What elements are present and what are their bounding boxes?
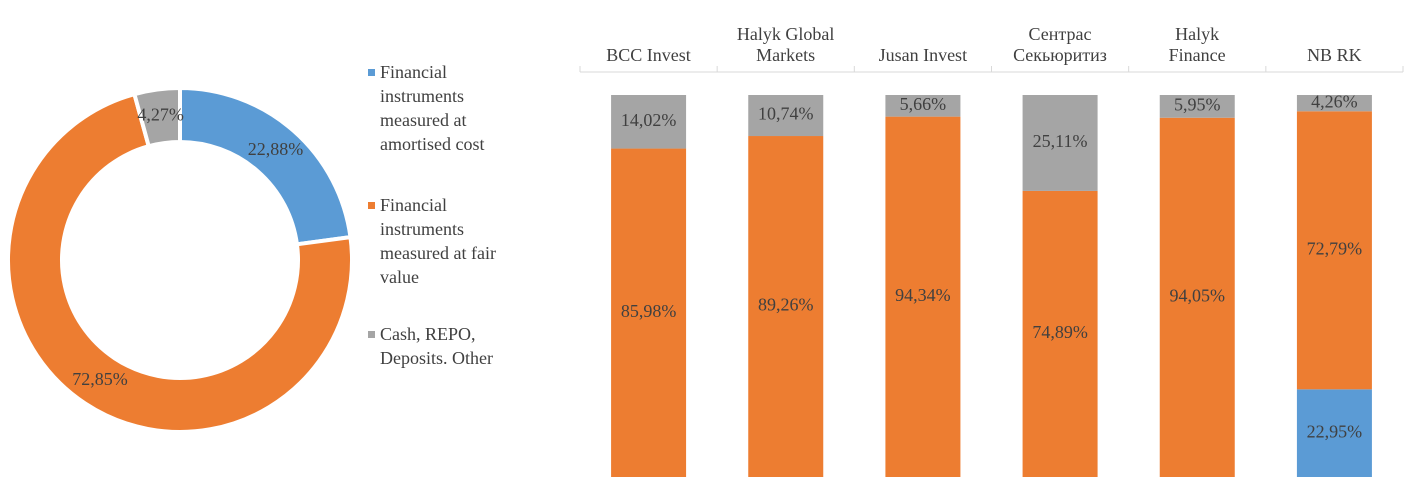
legend-swatch: [368, 331, 375, 338]
bar-segment: [611, 148, 687, 477]
x-tick-label: NB RK: [1307, 45, 1362, 65]
legend-entry: Cash, REPO, Deposits. Other: [368, 322, 530, 370]
data-label: 72,85%: [72, 369, 128, 389]
x-tick-label: Halyk Global Markets: [736, 24, 835, 65]
legend-entry: Financial instruments measured at fair v…: [368, 193, 530, 289]
bar-segment: [1022, 190, 1098, 477]
data-label: 85,98%: [621, 301, 677, 321]
bar-segment: [748, 136, 824, 477]
bar-segment: [885, 95, 961, 117]
donut-slice: [178, 85, 353, 247]
x-tick-label: BCC Invest: [606, 45, 691, 65]
data-label: 10,74%: [758, 104, 814, 124]
x-tick-label: Halyk Finance: [1168, 24, 1226, 65]
data-label: 22,88%: [248, 139, 304, 159]
bar-segment: [748, 95, 824, 137]
data-label: 5,66%: [900, 94, 947, 114]
data-label: 25,11%: [1033, 131, 1088, 151]
data-label: 5,95%: [1174, 94, 1221, 114]
bar-segment: [885, 116, 961, 477]
data-label: 89,26%: [758, 295, 814, 315]
bar-segment: [1296, 389, 1372, 477]
data-label: 72,79%: [1307, 238, 1363, 258]
legend-entry: Financial instruments measured at amorti…: [368, 60, 530, 156]
bar-segment: [611, 95, 687, 149]
bar-segment: [1296, 111, 1372, 390]
legend-swatch: [368, 202, 375, 209]
bar-segment: [1296, 95, 1372, 112]
data-label: 94,05%: [1170, 285, 1226, 305]
data-label: 74,89%: [1032, 322, 1088, 342]
data-label: 14,02%: [621, 110, 677, 130]
data-label: 4,26%: [1311, 91, 1358, 111]
data-label: 4,27%: [137, 104, 184, 124]
data-label: 22,95%: [1307, 421, 1363, 441]
legend-swatch: [368, 69, 375, 76]
x-tick-label: Сентрас Секьюритиз: [1013, 24, 1107, 65]
data-label: 94,34%: [895, 285, 951, 305]
x-tick-label: Jusan Invest: [878, 45, 968, 65]
bar-segment: [1159, 117, 1235, 477]
bar-segment: [1159, 95, 1235, 118]
donut-slice: [6, 91, 354, 434]
bar-segment: [1022, 95, 1098, 191]
donut-slice: [131, 85, 182, 149]
